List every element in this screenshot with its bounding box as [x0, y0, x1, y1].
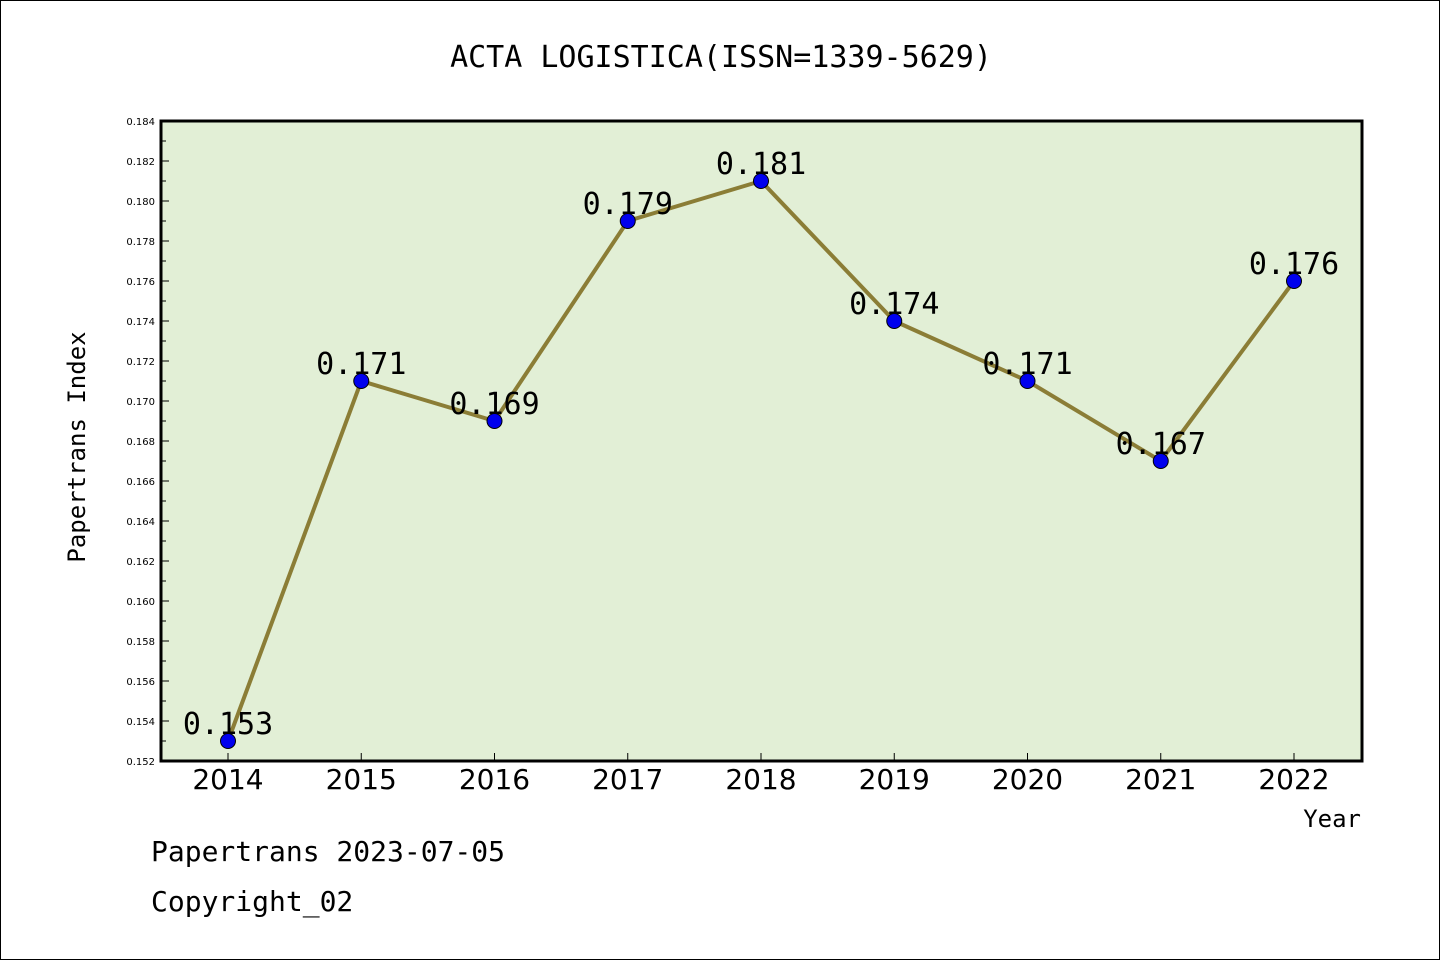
- y-tick-label: 0.152: [126, 757, 155, 768]
- data-label: 0.169: [449, 387, 539, 422]
- y-tick-label: 0.154: [126, 717, 155, 728]
- y-tick-label: 0.170: [126, 397, 155, 408]
- y-axis-label: Papertrans Index: [63, 331, 91, 562]
- data-point: [486, 413, 503, 429]
- y-tick-label: 0.160: [126, 597, 155, 608]
- chart-title: ACTA LOGISTICA(ISSN=1339-5629): [450, 40, 992, 75]
- x-tick-label: 2017: [592, 763, 663, 796]
- data-label: 0.174: [849, 287, 939, 322]
- data-label: 0.176: [1249, 247, 1339, 282]
- data-point: [1019, 373, 1036, 389]
- data-point: [220, 733, 236, 749]
- x-tick-label: 2021: [1125, 763, 1196, 796]
- y-tick-label: 0.164: [126, 517, 155, 528]
- x-tick-label: 2016: [459, 763, 530, 796]
- x-tick-label: 2015: [326, 763, 397, 796]
- x-tick-label: 2019: [859, 763, 930, 796]
- y-tick-label: 0.182: [126, 157, 155, 168]
- data-label: 0.171: [982, 347, 1072, 382]
- x-axis-label: Year: [1303, 805, 1361, 833]
- y-tick-label: 0.166: [126, 477, 155, 488]
- data-point: [619, 213, 636, 229]
- y-tick-label: 0.168: [126, 437, 155, 448]
- y-tick-label: 0.174: [126, 317, 155, 328]
- y-tick-label: 0.180: [126, 197, 155, 208]
- plot-area: [161, 121, 1362, 761]
- y-tick-label: 0.178: [126, 237, 155, 248]
- x-tick-label: 2022: [1258, 763, 1329, 796]
- data-label: 0.181: [716, 147, 806, 182]
- data-label: 0.171: [316, 347, 406, 382]
- data-point: [1286, 273, 1302, 289]
- data-label: 0.179: [583, 187, 673, 222]
- plot-border: [159, 119, 1364, 763]
- data-label: 0.167: [1116, 427, 1206, 462]
- data-point: [753, 173, 769, 189]
- data-label: 0.153: [183, 707, 273, 742]
- x-tick-label: 2014: [192, 763, 263, 796]
- data-point: [353, 373, 370, 389]
- y-tick-label: 0.176: [126, 277, 155, 288]
- data-point: [886, 313, 903, 329]
- data-point: [1152, 453, 1169, 469]
- footer-copyright: Copyright_02: [151, 885, 354, 918]
- y-tick-label: 0.172: [126, 357, 155, 368]
- footer-date: Papertrans 2023-07-05: [151, 835, 506, 868]
- y-tick-label: 0.184: [126, 117, 155, 128]
- series-group: 0.153 0.171 0.169 0.179 0.181 0.174 0.171 0.167…: [183, 147, 1339, 749]
- y-tick-label: 0.162: [126, 557, 155, 568]
- x-tick-label: 2020: [992, 763, 1063, 796]
- x-axis-ticks: 2014 2015 2016 2017 2018 2019 2020 2021 2022: [192, 753, 1330, 796]
- y-tick-label: 0.158: [126, 637, 155, 648]
- y-tick-label: 0.156: [126, 677, 155, 688]
- x-tick-label: 2018: [725, 763, 796, 796]
